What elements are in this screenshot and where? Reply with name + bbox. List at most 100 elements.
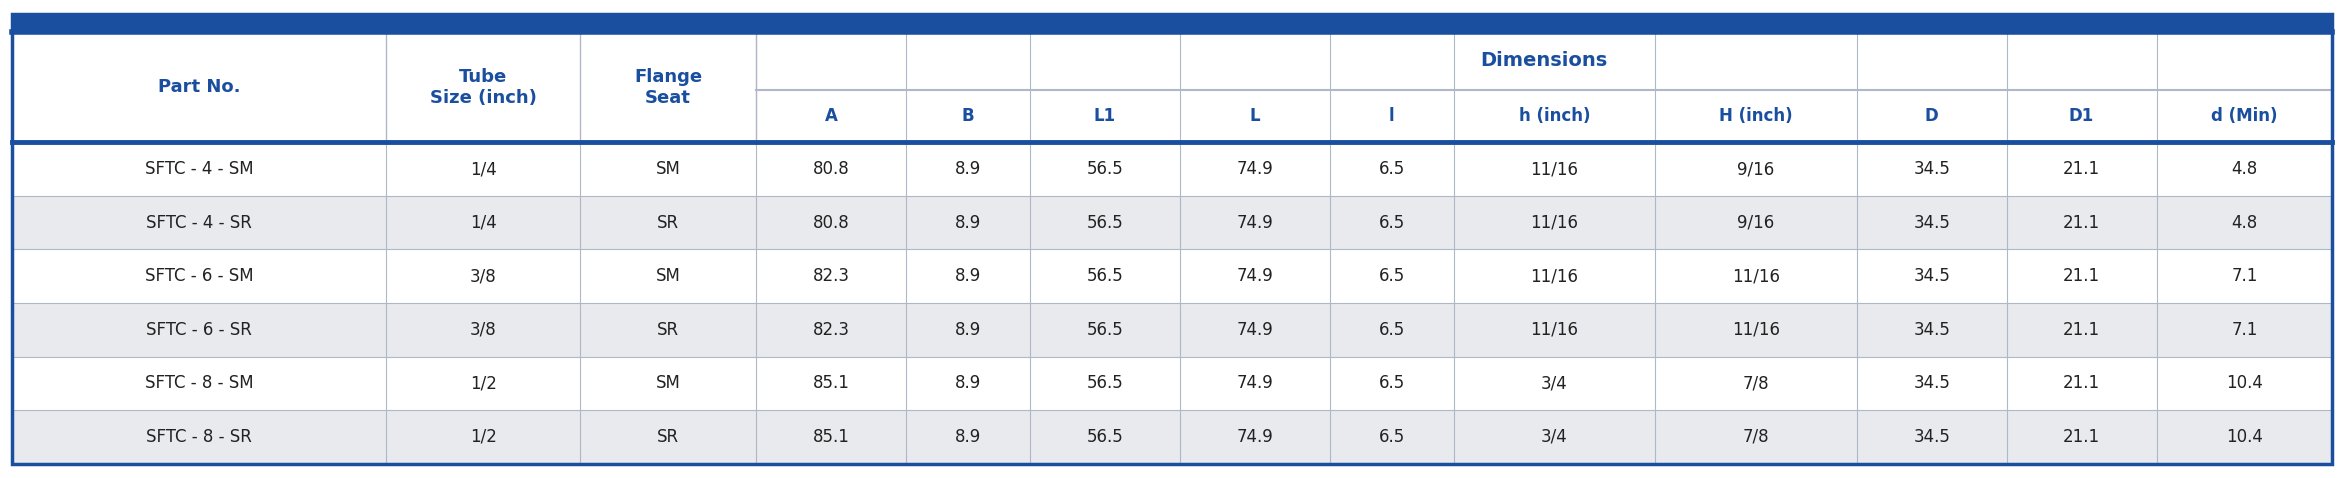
Text: 21.1: 21.1 [2063, 214, 2100, 232]
Text: 8.9: 8.9 [954, 321, 982, 339]
Text: 6.5: 6.5 [1378, 374, 1404, 392]
Text: 4.8: 4.8 [2231, 160, 2257, 178]
Text: 7/8: 7/8 [1742, 428, 1770, 446]
Text: 11/16: 11/16 [1732, 321, 1779, 339]
Text: 74.9: 74.9 [1235, 267, 1273, 285]
Text: SM: SM [656, 160, 680, 178]
Text: SR: SR [656, 321, 680, 339]
Text: SFTC - 6 - SR: SFTC - 6 - SR [145, 321, 253, 339]
Text: 9/16: 9/16 [1737, 214, 1774, 232]
Text: 82.3: 82.3 [813, 321, 849, 339]
Bar [12, 250, 2332, 303]
Text: 8.9: 8.9 [954, 428, 982, 446]
Text: 1/2: 1/2 [469, 428, 497, 446]
Text: D: D [1924, 107, 1938, 125]
Text: SR: SR [656, 428, 680, 446]
Text: 80.8: 80.8 [813, 160, 849, 178]
Text: 6.5: 6.5 [1378, 428, 1404, 446]
Text: 56.5: 56.5 [1085, 321, 1123, 339]
Text: 7.1: 7.1 [2231, 321, 2257, 339]
Text: 56.5: 56.5 [1085, 374, 1123, 392]
Text: 56.5: 56.5 [1085, 267, 1123, 285]
Text: 85.1: 85.1 [813, 374, 849, 392]
Text: 56.5: 56.5 [1085, 160, 1123, 178]
Text: 21.1: 21.1 [2063, 428, 2100, 446]
Text: 11/16: 11/16 [1732, 267, 1779, 285]
Text: 56.5: 56.5 [1085, 214, 1123, 232]
Text: 10.4: 10.4 [2227, 428, 2262, 446]
Text: h (inch): h (inch) [1519, 107, 1589, 125]
Text: 11/16: 11/16 [1531, 214, 1578, 232]
Text: 3/4: 3/4 [1540, 374, 1568, 392]
Text: 74.9: 74.9 [1235, 214, 1273, 232]
Text: 1/2: 1/2 [469, 374, 497, 392]
Text: 11/16: 11/16 [1531, 160, 1578, 178]
Text: 34.5: 34.5 [1913, 428, 1950, 446]
Text: 82.3: 82.3 [813, 267, 849, 285]
Text: 6.5: 6.5 [1378, 267, 1404, 285]
Text: 6.5: 6.5 [1378, 214, 1404, 232]
Text: SM: SM [656, 267, 680, 285]
Text: SFTC - 8 - SM: SFTC - 8 - SM [145, 374, 253, 392]
Text: 34.5: 34.5 [1913, 267, 1950, 285]
Text: B: B [961, 107, 975, 125]
Text: 21.1: 21.1 [2063, 160, 2100, 178]
Text: SFTC - 4 - SR: SFTC - 4 - SR [145, 214, 253, 232]
Text: 74.9: 74.9 [1235, 321, 1273, 339]
Text: 56.5: 56.5 [1085, 428, 1123, 446]
Text: 3/8: 3/8 [469, 267, 497, 285]
Text: 74.9: 74.9 [1235, 374, 1273, 392]
Text: L1: L1 [1095, 107, 1116, 125]
Text: 34.5: 34.5 [1913, 321, 1950, 339]
Text: 9/16: 9/16 [1737, 160, 1774, 178]
Text: Part No.: Part No. [157, 78, 241, 97]
Text: 11/16: 11/16 [1531, 267, 1578, 285]
Text: 10.4: 10.4 [2227, 374, 2262, 392]
Bar [12, 196, 2332, 250]
Text: d (Min): d (Min) [2210, 107, 2278, 125]
Bar [12, 410, 2332, 464]
Text: Tube
Size (inch): Tube Size (inch) [429, 68, 537, 107]
Text: Flange
Seat: Flange Seat [633, 68, 703, 107]
Bar [12, 142, 2332, 196]
Text: 7/8: 7/8 [1742, 374, 1770, 392]
Text: 3/8: 3/8 [469, 321, 497, 339]
Text: 21.1: 21.1 [2063, 267, 2100, 285]
Bar [12, 357, 2332, 410]
Text: l: l [1390, 107, 1395, 125]
Text: 11/16: 11/16 [1531, 321, 1578, 339]
Text: 1/4: 1/4 [469, 160, 497, 178]
Text: SFTC - 6 - SM: SFTC - 6 - SM [145, 267, 253, 285]
Text: 6.5: 6.5 [1378, 321, 1404, 339]
Text: L: L [1249, 107, 1261, 125]
Bar [12, 33, 2332, 142]
Text: 4.8: 4.8 [2231, 214, 2257, 232]
Text: D1: D1 [2070, 107, 2093, 125]
Text: 74.9: 74.9 [1235, 428, 1273, 446]
Text: 7.1: 7.1 [2231, 267, 2257, 285]
Text: 34.5: 34.5 [1913, 160, 1950, 178]
Text: 85.1: 85.1 [813, 428, 849, 446]
Bar [12, 303, 2332, 357]
Text: 21.1: 21.1 [2063, 374, 2100, 392]
Text: 8.9: 8.9 [954, 160, 982, 178]
Text: SFTC - 4 - SM: SFTC - 4 - SM [145, 160, 253, 178]
Bar [12, 14, 2332, 33]
Text: A: A [825, 107, 837, 125]
Text: 34.5: 34.5 [1913, 374, 1950, 392]
Text: SFTC - 8 - SR: SFTC - 8 - SR [145, 428, 253, 446]
Text: 8.9: 8.9 [954, 374, 982, 392]
Text: 34.5: 34.5 [1913, 214, 1950, 232]
Text: SM: SM [656, 374, 680, 392]
Text: SR: SR [656, 214, 680, 232]
Text: 8.9: 8.9 [954, 267, 982, 285]
Text: 8.9: 8.9 [954, 214, 982, 232]
Text: 1/4: 1/4 [469, 214, 497, 232]
Text: 21.1: 21.1 [2063, 321, 2100, 339]
Text: 3/4: 3/4 [1540, 428, 1568, 446]
Text: Dimensions: Dimensions [1481, 52, 1608, 70]
Text: 6.5: 6.5 [1378, 160, 1404, 178]
Text: 74.9: 74.9 [1235, 160, 1273, 178]
Text: H (inch): H (inch) [1718, 107, 1793, 125]
Text: 80.8: 80.8 [813, 214, 849, 232]
